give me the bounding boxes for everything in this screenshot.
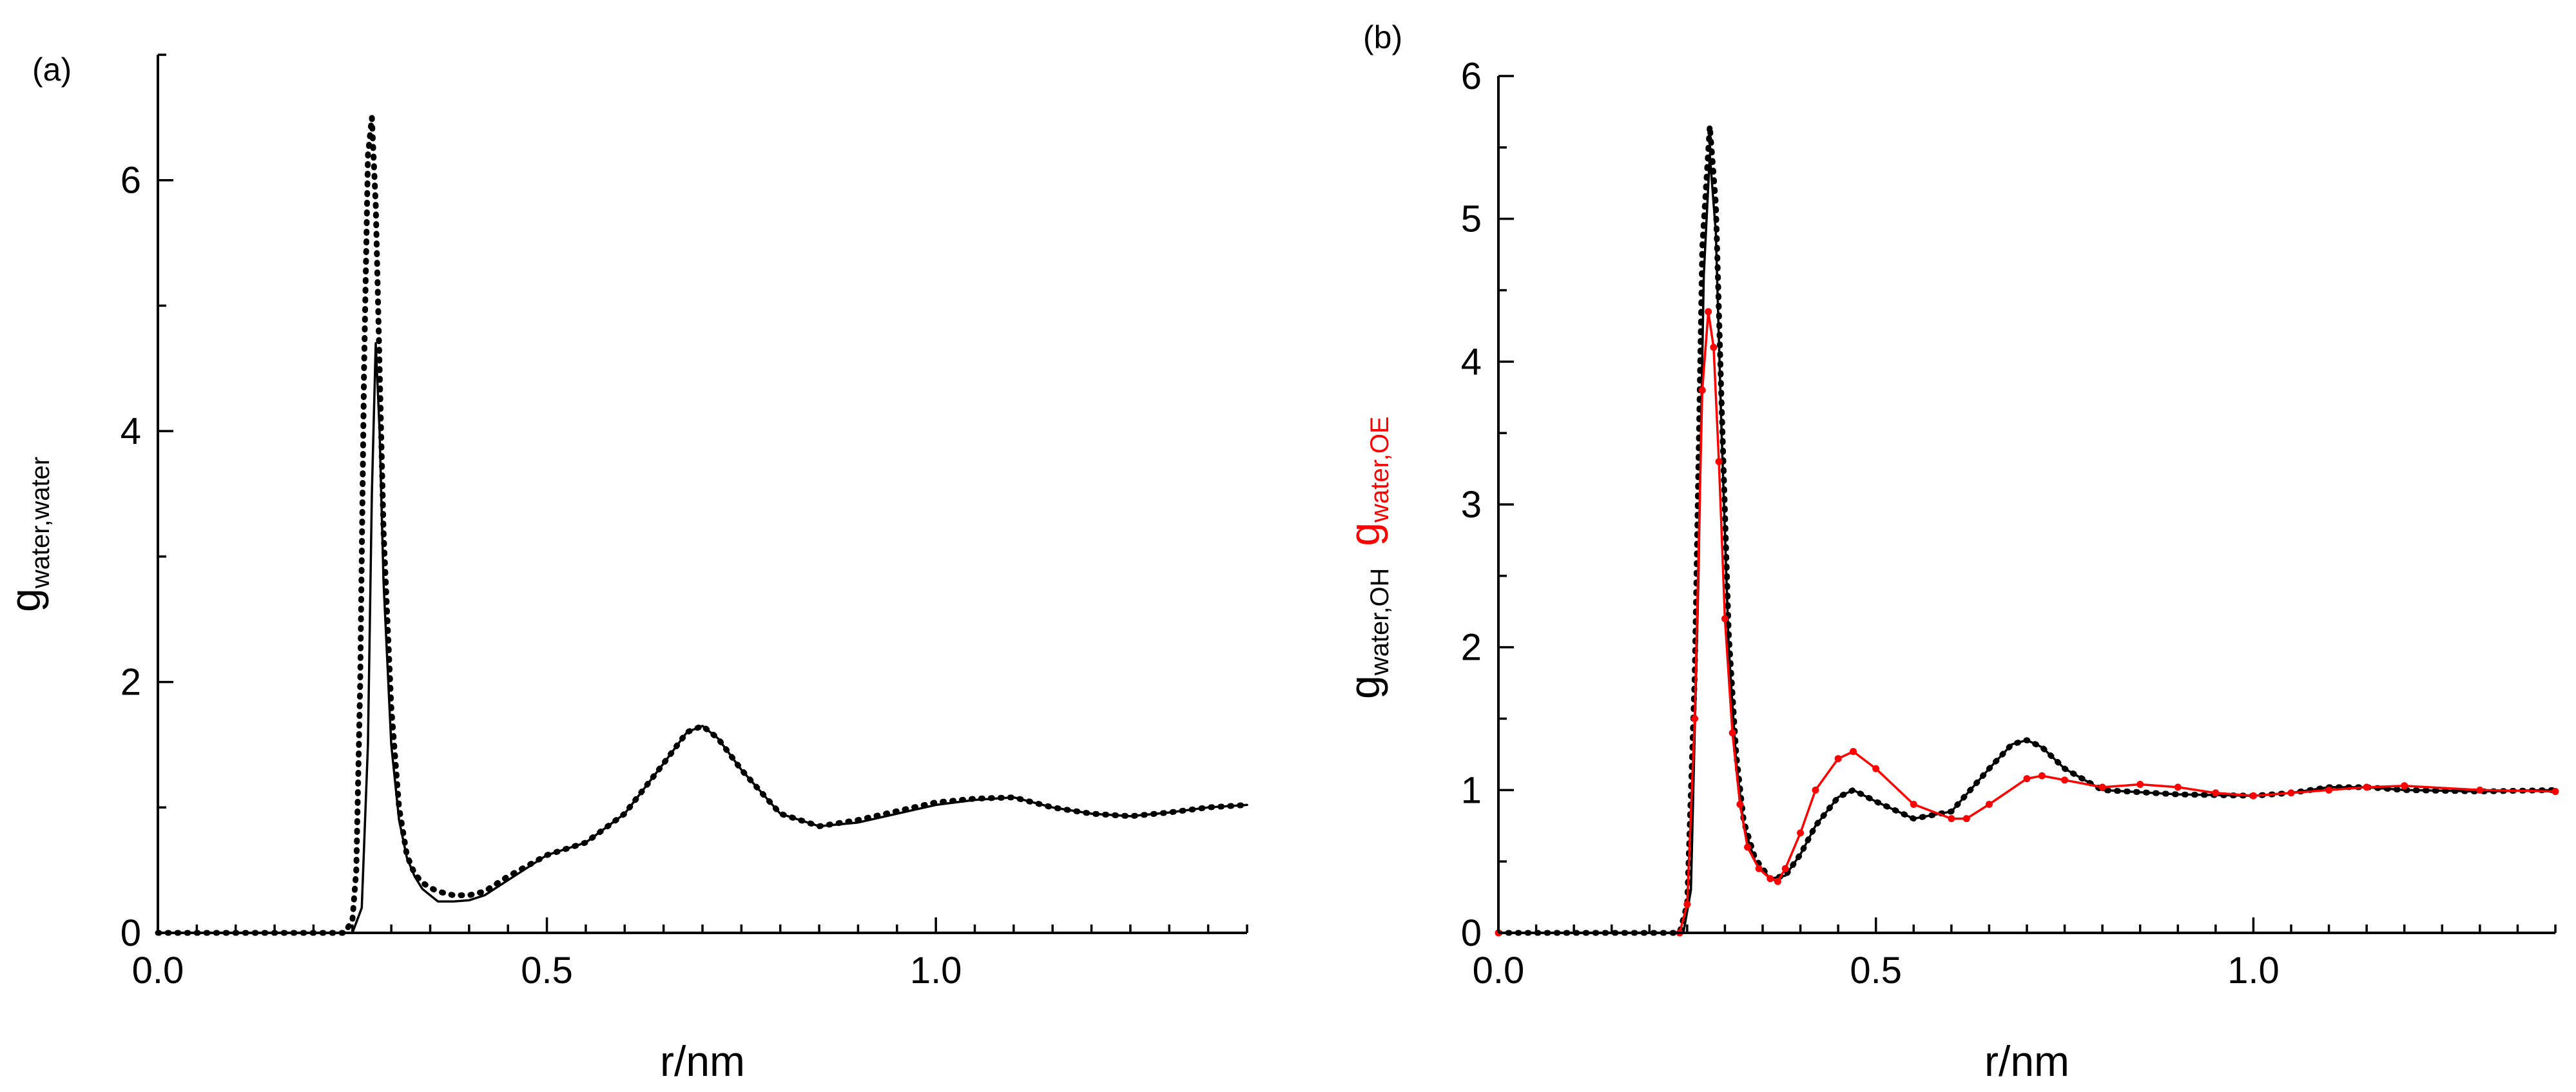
panel-a-y-tick-label: 6 [121, 160, 141, 202]
panel-b-ticks: 0.0 0.5 1.0 0 1 2 3 4 5 6 [1461, 55, 2557, 991]
panel-a-y-tick-label: 0 [121, 912, 141, 954]
panel-a-series [155, 114, 1250, 936]
panel-b-series-2-point [2136, 780, 2144, 788]
panel-a-y-axis-title: gwater,water [1, 457, 55, 612]
panel-b-series-2-point [1774, 877, 1781, 885]
panel-b-series-2-point [1736, 801, 1744, 808]
panel-b-series-2-point [2174, 783, 2182, 791]
panel-b-series-2-point [1797, 829, 1805, 837]
panel-b-series-2-point [1698, 387, 1706, 394]
panel-b-series-2-point [1744, 843, 1752, 851]
panel-a-y-tick-label: 2 [121, 662, 141, 704]
panel-b-series-2-point [1755, 865, 1763, 872]
panel-a-x-axis-title: r/nm [660, 1037, 745, 1085]
panel-b-series-2-point [1691, 715, 1699, 722]
panel-b-series-2-point [2363, 783, 2370, 791]
panel-b-series-2-point [2061, 776, 2069, 784]
panel-a-y-axis-title-main: g [1, 588, 49, 612]
panel-b-y-axis-title-sub-oe: water,OE [1366, 416, 1394, 523]
panel-b-series-2-point [1910, 801, 1917, 808]
panel-b-series-2-point [1834, 755, 1842, 763]
panel-b-series-0-line [1497, 153, 2557, 934]
panel-b-y-axis-title: gwater,OHgwater,OE [1341, 416, 1394, 699]
panel-b-x-axis-title: r/nm [1984, 1037, 2069, 1085]
panel-b-series-2-point [2287, 789, 2295, 797]
panel-b-series-2-point [2552, 788, 2559, 796]
panel-b-series-2-point [1872, 765, 1880, 772]
panel-b-y-axis-title-main-oe: g [1341, 522, 1388, 546]
panel-b-series-2-point [2023, 775, 2031, 783]
panel-a-x-tick-label: 0.5 [521, 950, 573, 991]
panel-b-series-2-point [1812, 786, 1819, 794]
panel-b-series-2-point [1985, 801, 1993, 808]
panel-b-series-2-point [2038, 772, 2046, 780]
panel-a-ticks: 0.0 0.5 1.0 0 2 4 6 [121, 53, 1248, 991]
panel-b-x-tick-label: 0.0 [1473, 950, 1525, 991]
panel-a-y-axis-title-sub: water,water [26, 457, 55, 589]
panel-b-series-2-point [2325, 786, 2333, 794]
panel-b-series-2-point [1767, 875, 1774, 883]
panel-b-series-2-point [2098, 783, 2106, 791]
panel-b-series-2-point [2212, 789, 2220, 797]
panel-b-series-2-point [2401, 782, 2408, 790]
panel-b-series-2-point [1721, 615, 1729, 622]
panel-b-y-tick-label: 1 [1461, 769, 1482, 811]
panel-b-series-2-point [1962, 815, 1970, 823]
panel-b-series-2-point [2476, 786, 2484, 794]
panel-b-y-tick-label: 0 [1461, 912, 1482, 954]
panel-b-label: (b) [1363, 19, 1402, 55]
panel-a-series-0-line [157, 342, 1248, 934]
panel-b-series-1-line [1495, 123, 2559, 936]
panel-b-x-tick-label: 0.5 [1850, 950, 1902, 991]
panel-b-series-2-point [1948, 815, 1955, 823]
panel-a-x-tick-label: 1.0 [910, 950, 962, 991]
panel-b-series-2-line [1497, 311, 2557, 934]
panel-a-series-1-line [155, 114, 1250, 936]
panel-b-series-2-point [2249, 792, 2257, 800]
panel-b-y-tick-label: 5 [1461, 198, 1482, 240]
panel-a-y-tick-label: 4 [121, 410, 141, 452]
panel-b-x-tick-label: 1.0 [2227, 950, 2280, 991]
panel-b-y-tick-label: 2 [1461, 627, 1482, 669]
panel-b-series-2-point [1715, 458, 1723, 465]
panel-b-series-2-point [1705, 308, 1712, 316]
panel-b-y-axis-title-sub-oh: water,OH [1366, 568, 1394, 676]
panel-b-series [1495, 123, 2559, 937]
panel-b-series-2-point [1850, 747, 1857, 755]
panel-b-y-tick-label: 3 [1461, 484, 1482, 526]
panel-b-series-2-point [1781, 865, 1789, 872]
panel-b-y-tick-label: 6 [1461, 55, 1482, 97]
panel-b-y-tick-label: 4 [1461, 341, 1482, 383]
panel-b-series-2-point [1683, 901, 1691, 908]
panel-b-y-axis-title-main-oh: g [1341, 675, 1388, 699]
panel-b-series-2-point [1710, 343, 1718, 351]
panel-b-series-2-point [1729, 729, 1736, 737]
panel-a-x-tick-label: 0.0 [132, 950, 184, 991]
panel-a-label: (a) [32, 52, 72, 88]
panel-a: (a) 0.0 0.5 1.0 0 2 4 6 r/nm gwater,water [1, 52, 1250, 1085]
